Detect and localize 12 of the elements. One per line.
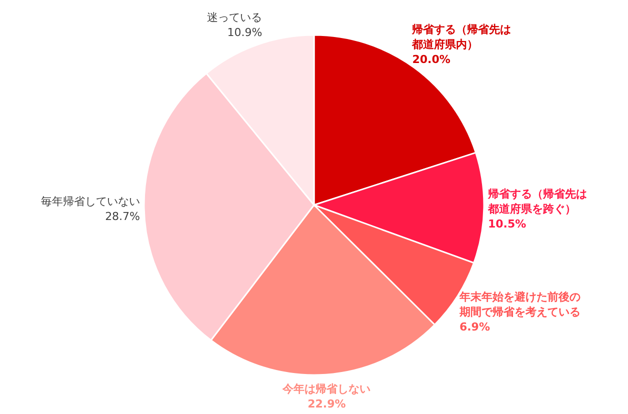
slice-label: 帰省する（帰省先は都道府県を跨ぐ） bbox=[486, 187, 587, 216]
data-label: 22.9% bbox=[308, 398, 346, 411]
data-label: 20.0% bbox=[412, 53, 450, 66]
data-label: 28.7% bbox=[105, 210, 140, 223]
slice-label: 迷っている bbox=[207, 11, 262, 24]
data-label: 10.5% bbox=[488, 217, 526, 230]
slice-label: 帰省する（帰省先は都道府県内） bbox=[411, 23, 512, 52]
data-label: 10.9% bbox=[227, 26, 262, 40]
data-label: 6.9% bbox=[459, 320, 490, 334]
slice-label: 毎年帰省していない bbox=[41, 194, 140, 208]
slice-label: 今年は帰省しない bbox=[282, 382, 371, 396]
slice-label: 年末年始を避けた前後の期間で帰省を考えている bbox=[458, 290, 580, 318]
